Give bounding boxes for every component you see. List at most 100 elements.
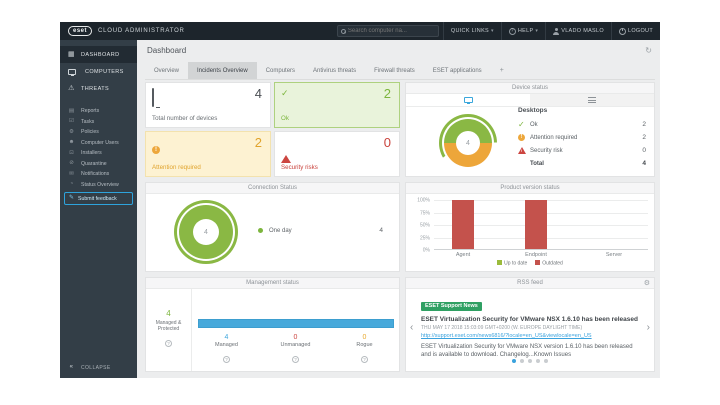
rss-dot[interactable] [544,359,548,363]
tab-overview[interactable]: Overview [154,67,180,74]
bar-agent-outdated[interactable] [452,200,474,249]
connection-status-donut-chart[interactable]: 4 [174,200,238,264]
rss-source-badge: ESET Support News [421,301,482,311]
sidebar-item-label: Status Overview [81,181,119,188]
stat-unmanaged[interactable]: 0 Unmanaged ? [261,334,330,366]
card-title: Product version status [406,183,654,194]
rss-link[interactable]: http://support.eset.com/news6816/?locale… [421,333,592,339]
logout-button[interactable]: LOGOUT [610,22,660,40]
search-box[interactable] [336,25,439,37]
help-label: HELP [517,28,534,34]
legend-row-attention[interactable]: ! Attention required 2 [518,131,646,144]
sidebar: ▦ DASHBOARD COMPUTERS ⚠ THREATS ▤ Reports… [60,40,137,378]
rss-dot[interactable] [536,359,540,363]
help-tooltip-icon[interactable]: ? [223,356,230,363]
device-status-donut-chart[interactable]: 4 [439,114,497,172]
bar-endpoint-outdated[interactable] [525,200,547,249]
sidebar-item-dashboard[interactable]: ▦ DASHBOARD [60,46,137,63]
feedback-label: Submit feedback [78,195,117,202]
sidebar-item-installers[interactable]: ⊡ Installers [60,148,137,159]
dashboard-tabs: Overview Incidents Overview Computers An… [145,62,655,80]
card-title: Management status [146,278,399,289]
tile-label: Total number of devices [152,115,218,122]
quick-links-menu[interactable]: QUICK LINKS ▾ [442,22,501,40]
summary-label: Managed & Protected [155,320,182,332]
donut-center-value: 4 [193,219,219,245]
tile-ok[interactable]: ✓ 2 Ok [274,82,400,128]
installers-icon: ⊡ [69,149,74,156]
legend-group-title: Desktops [518,107,548,114]
tab-computers[interactable]: Computers [265,67,296,74]
sidebar-item-label: THREATS [81,85,110,92]
legend-row-ok[interactable]: ✓ Ok 2 [518,118,646,131]
stat-value: 0 [293,334,298,341]
check-icon: ✓ [281,88,289,98]
help-tooltip-icon[interactable]: ? [292,356,299,363]
collapse-sidebar-button[interactable]: « COLLAPSE [60,363,137,372]
legend-row-security-risk[interactable]: Security risk 0 [518,144,646,157]
tab-firewall-threats[interactable]: Firewall threats [374,67,415,74]
subtab-list-view[interactable] [530,94,654,106]
tab-incidents-overview[interactable]: Incidents Overview [188,62,257,79]
legend-row-total: Total 4 [518,157,646,170]
submit-feedback-button[interactable]: ✎ Submit feedback [64,192,133,205]
device-status-view-tabs [406,94,654,107]
sidebar-item-tasks[interactable]: ☑ Tasks [60,117,137,128]
user-menu[interactable]: VLADO MASLO [545,22,611,40]
stat-rogue[interactable]: 0 Rogue ? [330,334,399,366]
tile-value: 4 [254,86,262,101]
subtab-desktops[interactable] [406,94,530,106]
help-menu[interactable]: ? HELP ▾ [500,22,545,40]
legend-dot-icon [258,228,263,233]
previous-article-chevron[interactable]: ‹ [410,322,414,333]
sidebar-item-label: DASHBOARD [81,51,120,58]
legend-value: 2 [642,121,646,128]
legend-label: Outdated [542,260,563,267]
card-title: Connection Status [146,183,399,194]
stat-managed[interactable]: 4 Managed ? [192,334,261,366]
risk-triangle-icon [518,147,526,154]
legend-label: Up to date [504,260,528,267]
sidebar-item-quarantine[interactable]: ⊘ Quarantine [60,159,137,170]
sidebar-item-notifications[interactable]: ✉ Notifications [60,169,137,180]
sidebar-item-label: Policies [81,129,99,136]
content-header: Dashboard ↻ [137,40,660,62]
tab-antivirus-threats[interactable]: Antivirus threats [313,67,357,74]
search-input[interactable] [347,28,435,34]
help-tooltip-icon[interactable]: ? [361,356,368,363]
tile-security-risks[interactable]: 0 Security risks [274,131,400,177]
tile-value: 0 [383,135,391,150]
legend-value: 4 [379,227,383,234]
warning-circle-icon: ! [518,134,525,141]
sidebar-item-threats[interactable]: ⚠ THREATS [60,80,137,97]
sidebar-item-computers[interactable]: COMPUTERS [60,63,137,80]
sidebar-item-label: Computer Users [81,139,119,146]
help-icon: ? [508,27,516,35]
gear-icon[interactable]: ⚙ [643,280,650,287]
refresh-icon[interactable]: ↻ [645,46,652,55]
outdated-swatch-icon [535,260,541,265]
tile-label: Ok [281,115,289,122]
tab-add-dashboard[interactable]: + [499,67,504,74]
check-icon: ✓ [518,120,525,129]
sidebar-item-computer-users[interactable]: ☻ Computer Users [60,138,137,149]
top-bar: eset CLOUD ADMINISTRATOR QUICK LINKS ▾ ?… [60,22,660,40]
rss-dot[interactable] [520,359,524,363]
rss-dot[interactable] [512,359,516,363]
tab-eset-applications[interactable]: ESET applications [432,67,482,74]
chevron-down-icon: ▾ [535,28,539,34]
sidebar-item-status-overview[interactable]: ◔ Status Overview [60,180,137,191]
connection-status-legend[interactable]: One day 4 [258,227,383,234]
next-article-chevron[interactable]: › [646,322,650,333]
sidebar-item-reports[interactable]: ▤ Reports [60,106,137,117]
rss-dot[interactable] [528,359,532,363]
help-tooltip-icon[interactable]: ? [165,340,172,347]
sidebar-item-label: Quarantine [81,160,107,167]
tile-value: 2 [254,135,262,150]
device-status-card: Device status 4 Desktops ✓ Ok 2 ! Attent… [405,82,655,177]
managed-bar-fill[interactable] [198,319,394,328]
tile-attention-required[interactable]: ! 2 Attention required [145,131,271,177]
sidebar-item-policies[interactable]: ⚙ Policies [60,127,137,138]
tile-total-devices[interactable]: 4 Total number of devices [145,82,271,128]
